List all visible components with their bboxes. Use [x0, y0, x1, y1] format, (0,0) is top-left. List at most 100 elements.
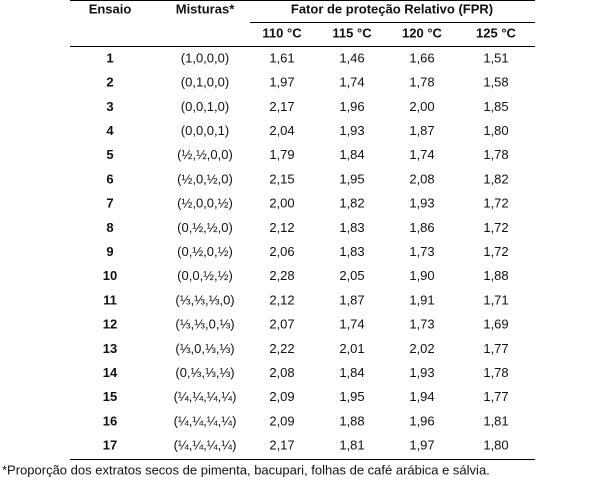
cell: 2,00	[269, 196, 294, 211]
row-label: 14	[103, 365, 118, 380]
cell: 1,82	[483, 171, 508, 186]
cell: 1,74	[409, 147, 434, 162]
row-label: 10	[103, 268, 117, 283]
cell: 1,78	[483, 365, 508, 380]
cell: (⅓,0,⅓,⅓)	[175, 341, 234, 356]
cell: 1,94	[409, 389, 434, 404]
row-label: 2	[106, 75, 113, 90]
row-label: 7	[106, 196, 113, 211]
cell: 2,22	[269, 341, 294, 356]
row-label: 3	[106, 99, 113, 114]
cell: 1,61	[269, 50, 294, 65]
cell: (0,½,½,0)	[177, 220, 233, 235]
cell: 1,84	[339, 365, 364, 380]
cell: (0,1,0,0)	[181, 75, 229, 90]
cell: 1,84	[339, 147, 364, 162]
cell: 1,96	[409, 413, 434, 428]
cell: 1,97	[409, 438, 434, 453]
cell: 2,17	[269, 99, 294, 114]
row-label: 5	[106, 147, 113, 162]
cell: 1,87	[339, 292, 364, 307]
cell: 1,93	[339, 123, 364, 138]
cell: 2,12	[269, 292, 294, 307]
cell: (⅓,⅓,⅓,0)	[175, 292, 234, 307]
cell: 1,81	[483, 413, 508, 428]
row-label: 15	[103, 389, 117, 404]
cell: 1,85	[483, 99, 508, 114]
cell: 1,87	[409, 123, 434, 138]
cell: 1,72	[483, 196, 508, 211]
header: Fator de proteção Relativo (FPR)	[291, 1, 493, 16]
cell: 1,97	[269, 75, 294, 90]
cell: 1,78	[483, 147, 508, 162]
row-label: 11	[103, 292, 117, 307]
cell: 2,00	[409, 99, 434, 114]
cell: 2,01	[339, 341, 364, 356]
cell: 1,77	[483, 341, 508, 356]
cell: 1,46	[339, 50, 364, 65]
cell: 2,08	[409, 171, 434, 186]
cell: 1,78	[409, 75, 434, 90]
header: Misturas*	[176, 1, 235, 16]
cell: 2,12	[269, 220, 294, 235]
row-label: 9	[106, 244, 113, 259]
cell: 1,88	[339, 413, 364, 428]
cell: 2,06	[269, 244, 294, 259]
cell: (0,0,½,½)	[177, 268, 233, 283]
cell: 1,74	[339, 317, 364, 332]
cell: 1,90	[409, 268, 434, 283]
cell: 2,08	[269, 365, 294, 380]
cell: 1,66	[409, 50, 434, 65]
row-label: 13	[103, 341, 117, 356]
row-label: 12	[103, 317, 117, 332]
cell: 2,09	[269, 389, 294, 404]
cell: 1,91	[409, 292, 434, 307]
row-label: 17	[103, 438, 117, 453]
row-label: 4	[106, 123, 114, 138]
cell: 1,83	[339, 244, 364, 259]
cell: 2,02	[409, 341, 434, 356]
cell: 2,04	[269, 123, 294, 138]
cell: (½,0,0,½)	[177, 196, 233, 211]
cell: 1,69	[483, 317, 508, 332]
cell: 1,51	[483, 50, 508, 65]
cell: 1,86	[409, 220, 434, 235]
cell: 1,96	[339, 99, 364, 114]
cell: 2,05	[339, 268, 364, 283]
cell: 1,81	[339, 438, 364, 453]
cell: 1,83	[339, 220, 364, 235]
cell: 2,07	[269, 317, 294, 332]
cell: 2,15	[269, 171, 294, 186]
header: 110 °C	[262, 25, 302, 40]
cell: 1,74	[339, 75, 364, 90]
cell: 1,95	[339, 389, 364, 404]
footnote: *Proporção dos extratos secos de pimenta…	[2, 462, 490, 477]
cell: (0,0,0,1)	[181, 123, 229, 138]
header: 115 °C	[332, 25, 372, 40]
cell: (¼,¼,¼,¼)	[174, 413, 237, 428]
cell: 1,93	[409, 365, 434, 380]
row-label: 6	[106, 171, 113, 186]
cell: 1,73	[409, 244, 434, 259]
cell: (¼,¼,¼,¼)	[174, 438, 237, 453]
cell: 1,80	[483, 123, 508, 138]
cell: (½,0,½,0)	[177, 171, 233, 186]
header: 125 °C	[476, 25, 517, 40]
cell: (¼,¼,¼,¼)	[174, 389, 237, 404]
row-label: 16	[103, 413, 117, 428]
cell: (0,⅓,⅓,⅓)	[175, 365, 234, 380]
header: 120 °C	[402, 25, 443, 40]
cell: 1,79	[269, 147, 294, 162]
cell: 1,80	[483, 438, 508, 453]
cell: 1,71	[483, 292, 508, 307]
cell: (⅓,⅓,0,⅓)	[175, 317, 234, 332]
cell: 1,58	[483, 75, 508, 90]
cell: 1,77	[483, 389, 508, 404]
cell: (½,½,0,0)	[177, 147, 233, 162]
cell: 1,72	[483, 220, 508, 235]
header: Ensaio	[89, 1, 132, 16]
row-label: 8	[106, 220, 113, 235]
cell: 1,72	[483, 244, 508, 259]
cell: 1,95	[339, 171, 364, 186]
